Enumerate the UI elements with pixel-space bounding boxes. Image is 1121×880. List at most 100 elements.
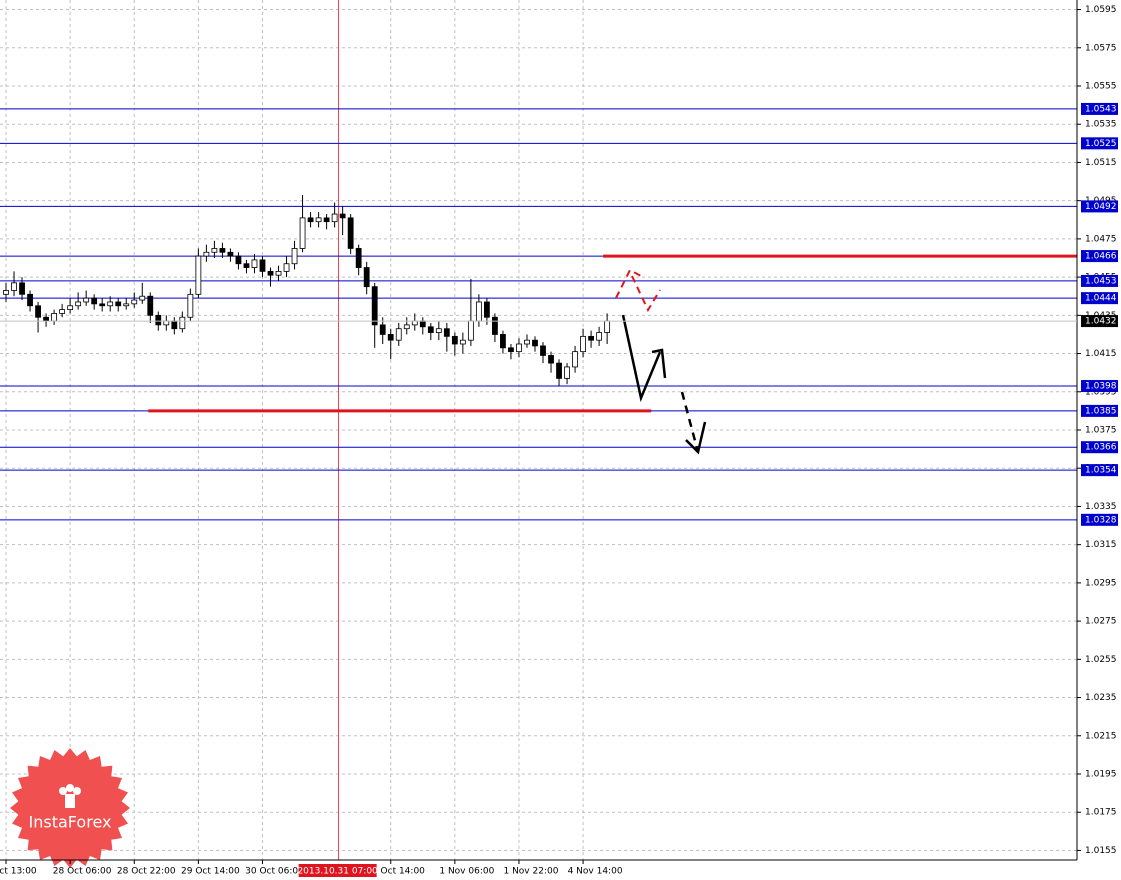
level-label: 1.0385 bbox=[1085, 406, 1117, 416]
level-label: 1.0328 bbox=[1085, 515, 1117, 525]
level-label: 1.0453 bbox=[1085, 276, 1117, 286]
levels bbox=[0, 108, 1077, 521]
x-tick-label: 1 Nov 06:00 bbox=[439, 867, 494, 877]
candle-body bbox=[291, 248, 298, 265]
candle-body bbox=[548, 355, 554, 364]
forecast-dashed bbox=[680, 391, 700, 453]
candle-body bbox=[171, 320, 178, 330]
y-tick-label: 1.0315 bbox=[1085, 540, 1117, 550]
candle-body bbox=[163, 320, 170, 326]
candle-body bbox=[283, 263, 290, 272]
candle-body bbox=[419, 320, 426, 328]
level-label: 1.0543 bbox=[1085, 104, 1117, 114]
y-tick-label: 1.0255 bbox=[1085, 655, 1117, 665]
forecast-path bbox=[621, 314, 662, 403]
y-tick-label: 1.0395 bbox=[1085, 387, 1117, 397]
candle-body bbox=[556, 362, 562, 379]
candle-body bbox=[267, 270, 274, 276]
level-label: 1.0492 bbox=[1085, 202, 1117, 212]
candle-body bbox=[259, 259, 266, 272]
y-tick-label: 1.0235 bbox=[1085, 693, 1117, 703]
last-price-box bbox=[1081, 315, 1118, 328]
candle-body bbox=[459, 339, 466, 345]
candle-body bbox=[315, 217, 322, 223]
level-label-box bbox=[1081, 513, 1118, 526]
candle-body bbox=[596, 332, 603, 341]
candle-body bbox=[524, 339, 530, 345]
level-label-box bbox=[1081, 464, 1118, 477]
candle-body bbox=[187, 293, 194, 318]
candle-body bbox=[347, 217, 354, 249]
candle-body bbox=[532, 339, 538, 347]
last-price-label: 1.0432 bbox=[1085, 317, 1117, 327]
candle-body bbox=[323, 217, 330, 223]
level-label: 1.0525 bbox=[1085, 139, 1117, 149]
candle-body bbox=[484, 301, 490, 318]
candle-body bbox=[451, 335, 458, 345]
level-label-box bbox=[1081, 404, 1118, 417]
y-tick-label: 1.0415 bbox=[1085, 349, 1117, 359]
level-label-box bbox=[1081, 292, 1118, 305]
x-tick-label: 28 Oct 06:00 bbox=[53, 867, 112, 877]
level-label-box bbox=[1081, 380, 1118, 393]
y-tick-label: 1.0595 bbox=[1085, 5, 1117, 15]
crosshair-label-box bbox=[298, 864, 377, 877]
y-tick-label: 1.0335 bbox=[1085, 502, 1117, 512]
y-tick-label: 1.0375 bbox=[1085, 426, 1117, 436]
candle-body bbox=[492, 316, 498, 335]
y-tick-label: 1.0555 bbox=[1085, 82, 1117, 92]
candle-body bbox=[275, 270, 282, 276]
axes: 1.05951.05751.05551.05351.05151.04951.04… bbox=[0, 5, 1118, 877]
forecast-arrow-up bbox=[615, 268, 642, 299]
level-label: 1.0366 bbox=[1085, 443, 1117, 453]
level-label: 1.0466 bbox=[1085, 252, 1117, 262]
candle-body bbox=[427, 326, 434, 333]
level-label: 1.0354 bbox=[1085, 466, 1117, 476]
y-tick-label: 1.0535 bbox=[1085, 120, 1117, 130]
candle-body bbox=[379, 324, 386, 335]
level-label-box bbox=[1081, 137, 1118, 150]
candle-body bbox=[516, 343, 522, 353]
y-tick-label: 1.0275 bbox=[1085, 617, 1117, 627]
y-tick-label: 1.0515 bbox=[1085, 158, 1117, 168]
candle-body bbox=[395, 328, 402, 341]
candle-body bbox=[59, 309, 66, 314]
candle-body bbox=[83, 297, 90, 303]
candle-body bbox=[339, 213, 346, 219]
level-label: 1.0398 bbox=[1085, 382, 1117, 392]
candle-body bbox=[467, 320, 474, 341]
level-label-box bbox=[1081, 274, 1118, 287]
candle-body bbox=[131, 299, 138, 305]
candle-body bbox=[35, 305, 41, 318]
x-tick-label: 28 Oct 22:00 bbox=[117, 867, 176, 877]
candle-body bbox=[475, 301, 482, 322]
candle-body bbox=[235, 255, 242, 265]
x-tick-label: 30 Oct 06:00 bbox=[245, 867, 304, 877]
candle-body bbox=[155, 314, 162, 326]
candle-body bbox=[387, 334, 394, 341]
candle-body bbox=[11, 282, 17, 291]
candle-body bbox=[307, 217, 314, 223]
candle-body bbox=[107, 301, 114, 307]
level-label-box bbox=[1081, 250, 1118, 263]
candle-body bbox=[115, 301, 122, 307]
x-tick-label: 29 Oct 14:00 bbox=[181, 867, 240, 877]
candle-body bbox=[195, 255, 202, 295]
y-tick-label: 1.0195 bbox=[1085, 770, 1117, 780]
level-label: 1.0444 bbox=[1085, 294, 1117, 304]
candle-body bbox=[580, 335, 586, 353]
y-tick-label: 1.0155 bbox=[1085, 846, 1117, 856]
candle-body bbox=[211, 248, 218, 253]
candle-body bbox=[299, 217, 306, 249]
candle-body bbox=[139, 295, 146, 301]
candle-body bbox=[203, 251, 210, 257]
candle-body bbox=[564, 366, 570, 379]
candle-body bbox=[227, 251, 234, 257]
candle-body bbox=[403, 324, 410, 330]
crosshair-label: 2013.10.31 07:00 bbox=[297, 867, 378, 877]
level-label-box bbox=[1081, 441, 1118, 454]
candle-body bbox=[588, 335, 594, 341]
candle-body bbox=[572, 351, 578, 368]
